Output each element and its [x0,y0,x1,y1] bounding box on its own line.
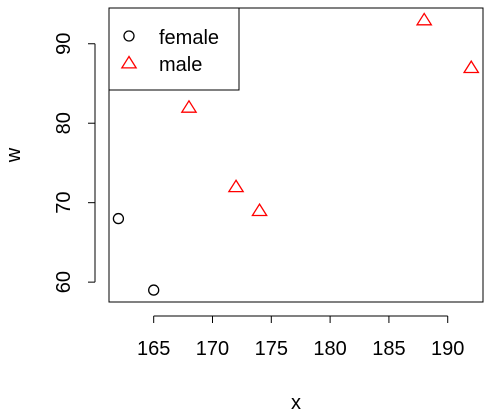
legend-male-label: male [159,54,202,76]
female-point [112,212,125,225]
male-point [415,12,433,26]
legend-female-label: female [159,27,219,49]
legend-male-marker [120,55,138,69]
male-point [227,179,245,193]
legend-box [108,7,240,91]
female-point [148,284,160,296]
x-tick-label: 165 [137,338,170,360]
plot-frame [108,7,484,303]
x-tick-label: 190 [431,338,464,360]
male-point [251,202,268,217]
y-axis: 60 70 80 90 [53,33,96,293]
x-tick-label: 180 [313,338,346,360]
x-tick-label: 185 [372,338,405,360]
legend-female-marker [123,30,135,42]
x-axis: 165 170 175 180 185 190 [137,315,464,360]
x-axis-title: x [291,392,301,409]
male-point [462,59,480,74]
y-tick-label: 70 [53,192,75,214]
male-point [180,99,198,113]
y-tick-label: 60 [53,271,75,293]
data-points [112,12,480,296]
x-tick-label: 170 [196,338,229,360]
x-tick-label: 175 [255,338,288,360]
y-tick-label: 80 [53,112,75,134]
y-tick-label: 90 [53,33,75,55]
y-axis-title: w [3,147,25,163]
legend: female male [108,7,240,91]
